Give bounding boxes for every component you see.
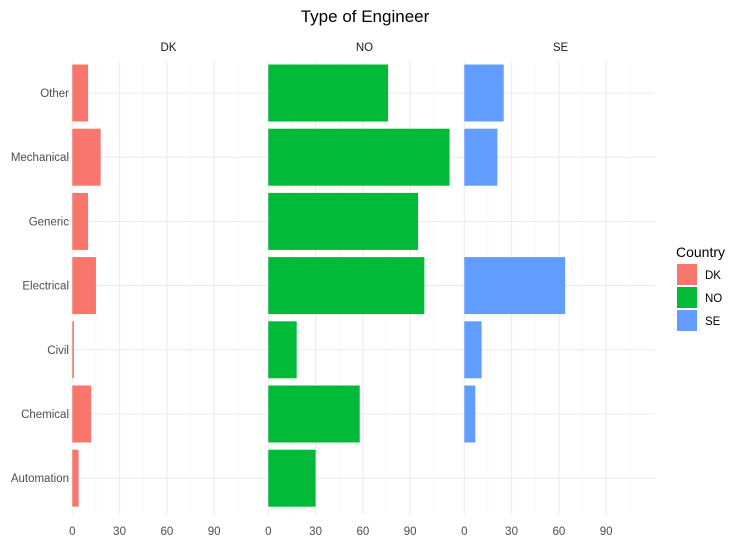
legend-label-dk: DK (705, 270, 721, 282)
bar-no-generic (268, 192, 419, 250)
y-tick-label-generic: Generic (29, 216, 70, 228)
bar-no-civil (268, 321, 297, 379)
legend-label-se: SE (705, 316, 721, 328)
bar-no-mechanical (268, 128, 450, 186)
chart-title: Type of Engineer (301, 7, 430, 26)
legend: Country DK NO SE (676, 244, 725, 331)
x-tick-label: 60 (356, 526, 369, 538)
bar-dk-civil (72, 321, 74, 379)
x-tick-label: 30 (113, 526, 126, 538)
panel-dk: DK 0 30 60 90 (66, 42, 263, 538)
y-tick-label-mechanical: Mechanical (11, 152, 69, 164)
bar-dk-mechanical (72, 128, 101, 186)
x-tick-label: 90 (208, 526, 221, 538)
y-tick-label-other: Other (40, 88, 69, 100)
x-tick-label: 60 (552, 526, 565, 538)
x-tick-label: 90 (404, 526, 417, 538)
panel-no: NO 0 30 60 90 (262, 42, 459, 538)
x-tick-label: 0 (69, 526, 75, 538)
y-tick-label-automation: Automation (11, 473, 69, 485)
bar-dk-electrical (72, 257, 96, 315)
bar-se-civil (464, 321, 482, 379)
x-tick-label: 0 (461, 526, 467, 538)
x-tick-label: 90 (600, 526, 613, 538)
bar-se-chemical (464, 385, 476, 443)
strip-label-se: SE (553, 42, 569, 54)
bar-dk-chemical (72, 385, 92, 443)
bar-dk-automation (72, 449, 79, 507)
bar-no-chemical (268, 385, 360, 443)
bar-se-electrical (464, 257, 566, 315)
panels-layer: DK 0 30 60 90 NO 0 30 60 90 SE 0 30 60 90 (66, 42, 655, 538)
x-tick-label: 30 (505, 526, 518, 538)
legend-label-no: NO (705, 293, 722, 305)
bar-no-automation (268, 449, 316, 507)
bar-dk-other (72, 64, 89, 122)
bar-dk-generic (72, 192, 89, 250)
strip-label-no: NO (356, 42, 373, 54)
y-tick-label-chemical: Chemical (21, 409, 69, 421)
legend-title: Country (676, 244, 725, 260)
x-tick-label: 0 (265, 526, 271, 538)
bar-se-mechanical (464, 128, 498, 186)
y-tick-label-civil: Civil (47, 345, 69, 357)
x-tick-label: 30 (309, 526, 322, 538)
bar-se-other (464, 64, 504, 122)
legend-swatch-no (677, 287, 697, 308)
y-tick-label-electrical: Electrical (22, 281, 69, 293)
bar-no-other (268, 64, 389, 122)
legend-swatch-se (677, 310, 697, 331)
legend-swatch-dk (677, 264, 697, 285)
panel-se: SE 0 30 60 90 (458, 42, 655, 538)
category-axis: Other Mechanical Generic Electrical Civil Che… (11, 88, 69, 485)
x-tick-label: 60 (160, 526, 173, 538)
strip-label-dk: DK (161, 42, 177, 54)
bar-no-electrical (268, 257, 425, 315)
